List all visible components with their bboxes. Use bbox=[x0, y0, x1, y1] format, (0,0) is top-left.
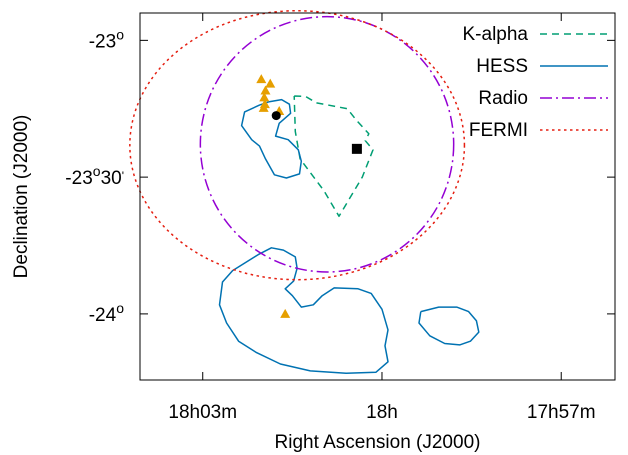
y-tick-label: -24o bbox=[89, 300, 124, 326]
series-hess-contour-0 bbox=[240, 98, 303, 179]
triangle-marker bbox=[259, 92, 270, 102]
series-hess-contour-1 bbox=[218, 247, 389, 374]
legend-label: FERMI bbox=[469, 120, 528, 141]
legend-label: Radio bbox=[478, 88, 528, 109]
plot-contents bbox=[129, 9, 480, 374]
legend-label: K-alpha bbox=[463, 24, 529, 45]
y-tick-label: -23o30' bbox=[65, 163, 124, 189]
x-tick-label: 18h03m bbox=[168, 402, 237, 423]
x-tick-label: 17h57m bbox=[527, 402, 596, 423]
circle-marker bbox=[271, 111, 281, 121]
series-hess-contour-2 bbox=[418, 306, 480, 346]
series-k-alpha-contour-0 bbox=[293, 95, 374, 218]
y-axis-label: Declination (J2000) bbox=[11, 115, 32, 279]
triangle-marker bbox=[280, 308, 291, 318]
triangle-marker bbox=[256, 74, 267, 84]
triangle-marker bbox=[260, 85, 271, 95]
x-axis-label: Right Ascension (J2000) bbox=[275, 432, 481, 453]
square-marker bbox=[351, 143, 362, 154]
legend-label: HESS bbox=[476, 56, 528, 77]
axis-ticks: 18h03m 18h 17h57m -23o -23o30' -24o bbox=[65, 13, 615, 423]
series-radio-circle bbox=[199, 15, 455, 273]
triangle-marker bbox=[258, 102, 269, 112]
legend: K-alpha HESS Radio FERMI bbox=[463, 24, 608, 141]
y-tick-label: -23o bbox=[89, 26, 124, 52]
triangle-marker bbox=[265, 78, 276, 88]
plot-frame bbox=[139, 12, 616, 381]
x-tick-label: 18h bbox=[366, 402, 398, 423]
series-fermi-circle bbox=[129, 9, 466, 281]
